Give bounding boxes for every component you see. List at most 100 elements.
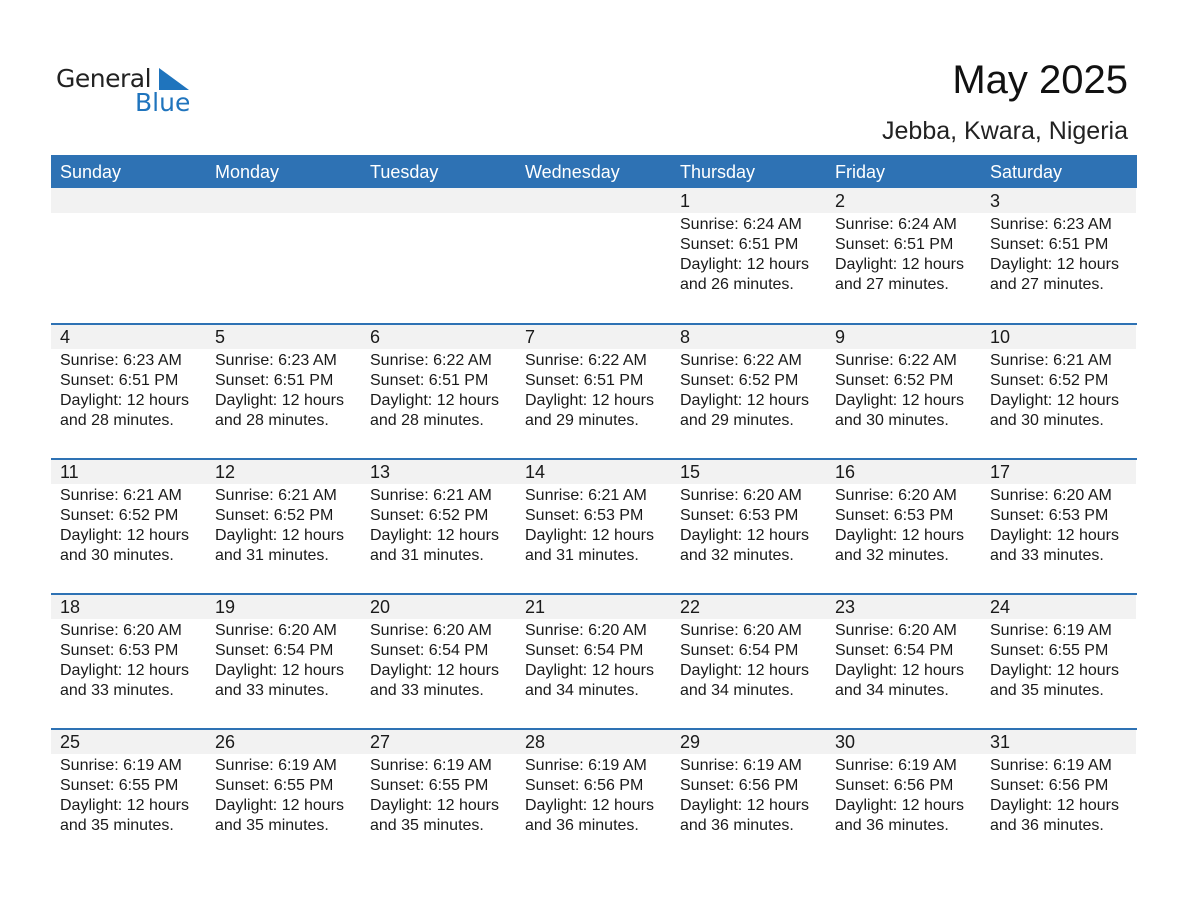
sunrise-time: 6:20 AM (588, 622, 647, 639)
daylight-minutes: and 30 minutes. (990, 412, 1104, 429)
daylight-line: Daylight: 12 hours (215, 661, 361, 681)
weekday-header-row: Sunday Monday Tuesday Wednesday Thursday Frid… (51, 155, 1137, 188)
sunset-time: 6:52 PM (118, 507, 179, 524)
daylight-hours: 12 hours (281, 527, 344, 544)
sunset-time: 6:51 PM (738, 236, 799, 253)
sunrise-line: Sunrise: 6:19 AM (525, 756, 671, 776)
daylight-label: Daylight: (680, 527, 743, 544)
sunset-time: 6:51 PM (893, 236, 954, 253)
day-details: Sunrise: 6:20 AM Sunset: 6:54 PM Dayligh… (206, 621, 361, 701)
sunrise-line: Sunrise: 6:20 AM (370, 621, 516, 641)
sunrise-label: Sunrise: (370, 487, 429, 504)
sunrise-line: Sunrise: 6:24 AM (835, 215, 981, 235)
sunset-time: 6:52 PM (738, 372, 799, 389)
sunrise-line: Sunrise: 6:22 AM (680, 351, 826, 371)
daylight-minutes: and 36 minutes. (680, 817, 794, 834)
sunrise-line: Sunrise: 6:21 AM (990, 351, 1136, 371)
daylight-minutes: and 28 minutes. (60, 412, 174, 429)
daylight-hours: 12 hours (1056, 392, 1119, 409)
day-details: Sunrise: 6:19 AM Sunset: 6:56 PM Dayligh… (516, 756, 671, 836)
daylight-line: Daylight: 12 hours (525, 796, 671, 816)
sunrise-label: Sunrise: (215, 622, 274, 639)
daylight-line: Daylight: 12 hours (990, 255, 1136, 275)
sunrise-line: Sunrise: 6:19 AM (60, 756, 206, 776)
day-number: 25 (51, 730, 206, 754)
day-number: 5 (206, 325, 361, 349)
daylight-label: Daylight: (525, 527, 588, 544)
empty-day-stripe (51, 188, 206, 213)
sunset-time: 6:52 PM (273, 507, 334, 524)
sunrise-label: Sunrise: (835, 487, 894, 504)
day-details: Sunrise: 6:23 AM Sunset: 6:51 PM Dayligh… (981, 215, 1136, 295)
daylight-line: Daylight: 12 hours (60, 796, 206, 816)
sunset-time: 6:53 PM (1048, 507, 1109, 524)
sunrise-label: Sunrise: (370, 622, 429, 639)
daylight-line: Daylight: 12 hours (680, 526, 826, 546)
daylight-minutes: and 34 minutes. (680, 682, 794, 699)
sunset-line: Sunset: 6:54 PM (525, 641, 671, 661)
sunrise-line: Sunrise: 6:20 AM (60, 621, 206, 641)
sunrise-label: Sunrise: (525, 352, 584, 369)
sunset-line: Sunset: 6:52 PM (990, 371, 1136, 391)
sunrise-line: Sunrise: 6:20 AM (990, 486, 1136, 506)
day-details: Sunrise: 6:20 AM Sunset: 6:54 PM Dayligh… (671, 621, 826, 701)
sunrise-time: 6:20 AM (278, 622, 337, 639)
sunset-line: Sunset: 6:56 PM (990, 776, 1136, 796)
day-details: Sunrise: 6:22 AM Sunset: 6:52 PM Dayligh… (826, 351, 981, 431)
daylight-label: Daylight: (680, 662, 743, 679)
daylight-hours: 12 hours (591, 662, 654, 679)
day-cell: 6 Sunrise: 6:22 AM Sunset: 6:51 PM Dayli… (361, 325, 516, 458)
generalblue-logo: General Blue (56, 64, 196, 120)
empty-day-stripe (206, 188, 361, 213)
daylight-label: Daylight: (990, 392, 1053, 409)
sunrise-label: Sunrise: (60, 622, 119, 639)
sunrise-time: 6:20 AM (898, 487, 957, 504)
daylight-label: Daylight: (680, 256, 743, 273)
daylight-line: Daylight: 12 hours (680, 796, 826, 816)
day-details: Sunrise: 6:22 AM Sunset: 6:51 PM Dayligh… (516, 351, 671, 431)
daylight-line: Daylight: 12 hours (370, 661, 516, 681)
daylight-line: Daylight: 12 hours (215, 391, 361, 411)
daylight-hours: 12 hours (746, 392, 809, 409)
daylight-hours: 12 hours (591, 797, 654, 814)
daylight-hours: 12 hours (901, 662, 964, 679)
sunrise-label: Sunrise: (525, 487, 584, 504)
day-number: 15 (671, 460, 826, 484)
daylight-hours: 12 hours (591, 392, 654, 409)
day-number: 28 (516, 730, 671, 754)
day-number: 17 (981, 460, 1136, 484)
sunrise-time: 6:22 AM (743, 352, 802, 369)
sunrise-label: Sunrise: (215, 487, 274, 504)
sunset-label: Sunset: (680, 777, 735, 794)
daylight-hours: 12 hours (746, 797, 809, 814)
sunrise-time: 6:22 AM (588, 352, 647, 369)
sunrise-time: 6:20 AM (898, 622, 957, 639)
sunset-line: Sunset: 6:51 PM (680, 235, 826, 255)
sunset-time: 6:51 PM (118, 372, 179, 389)
sunrise-time: 6:24 AM (898, 216, 957, 233)
daylight-minutes: and 35 minutes. (60, 817, 174, 834)
daylight-minutes: and 31 minutes. (370, 547, 484, 564)
logo-text-blue: Blue (135, 88, 191, 117)
sunrise-label: Sunrise: (525, 757, 584, 774)
day-details: Sunrise: 6:24 AM Sunset: 6:51 PM Dayligh… (671, 215, 826, 295)
day-number: 24 (981, 595, 1136, 619)
sunset-line: Sunset: 6:51 PM (835, 235, 981, 255)
sunset-label: Sunset: (215, 642, 270, 659)
day-number: 3 (981, 188, 1136, 213)
sunrise-label: Sunrise: (990, 622, 1049, 639)
sunrise-label: Sunrise: (60, 757, 119, 774)
sunrise-time: 6:20 AM (743, 487, 802, 504)
day-cell: 27 Sunrise: 6:19 AM Sunset: 6:55 PM Dayl… (361, 730, 516, 863)
day-number: 12 (206, 460, 361, 484)
day-number: 21 (516, 595, 671, 619)
sunset-time: 6:52 PM (893, 372, 954, 389)
sunrise-label: Sunrise: (680, 487, 739, 504)
sunrise-line: Sunrise: 6:22 AM (370, 351, 516, 371)
sunrise-time: 6:21 AM (433, 487, 492, 504)
sunset-label: Sunset: (835, 777, 890, 794)
daylight-hours: 12 hours (1056, 256, 1119, 273)
sunset-time: 6:54 PM (893, 642, 954, 659)
daylight-hours: 12 hours (591, 527, 654, 544)
sunrise-line: Sunrise: 6:20 AM (525, 621, 671, 641)
